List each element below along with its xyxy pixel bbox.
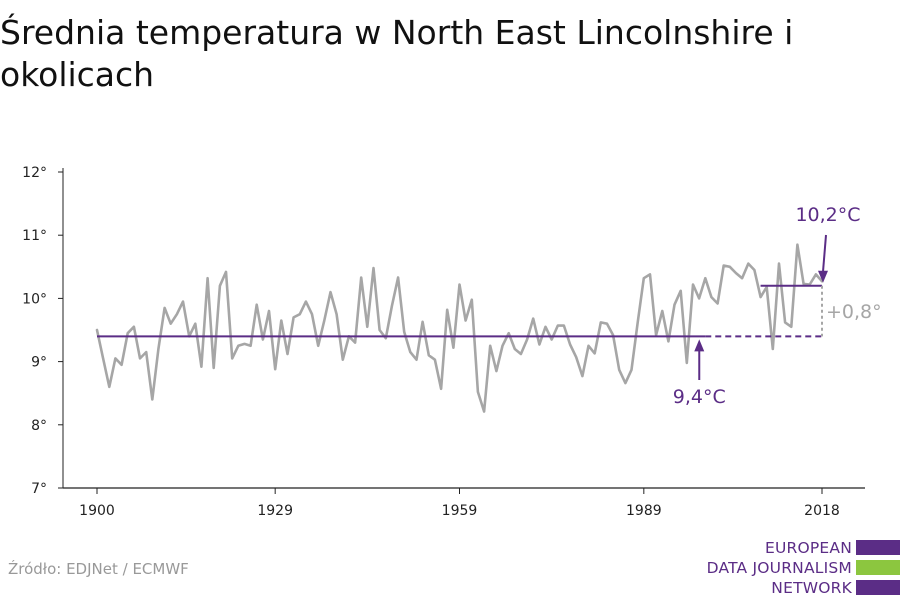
recent-arrow-shaft (822, 234, 827, 272)
logo-bar-top (856, 540, 900, 555)
logo-line-1: EUROPEAN (764, 539, 852, 557)
y-tick-label: 11° (22, 228, 47, 244)
series-layer (95, 243, 824, 413)
y-tick-label: 7° (31, 481, 47, 497)
annotations-layer: +0,8° 9,4°C 10,2°C (97, 204, 882, 408)
x-tick-label: 1989 (626, 503, 662, 519)
annual-temperature-line (95, 243, 824, 413)
y-tick-label: 8° (31, 418, 47, 434)
x-tick-label: 2018 (804, 503, 840, 519)
y-tick-label: 10° (22, 291, 47, 307)
logo-line-3: NETWORK (771, 579, 852, 597)
recent-arrow-head (818, 270, 828, 283)
y-axis: 7° 8° 9° 10° 11° 12° (22, 165, 64, 497)
y-tick-label: 12° (22, 165, 47, 181)
x-tick-label: 1900 (79, 503, 115, 519)
logo-line-2: DATA JOURNALISM (706, 559, 852, 577)
chart-title: Średnia temperatura w North East Lincoln… (0, 13, 794, 94)
source-note: Źródło: EDJNet / ECMWF (8, 560, 189, 578)
reference-mean-label: 9,4°C (673, 386, 726, 408)
logo-text: EUROPEAN DATA JOURNALISM NETWORK (707, 538, 852, 598)
edjnet-logo: EUROPEAN DATA JOURNALISM NETWORK (700, 538, 900, 600)
x-tick-label: 1959 (442, 503, 478, 519)
logo-bar-bottom (856, 580, 900, 595)
y-tick-label: 9° (31, 355, 47, 371)
x-axis: 1900 1929 1959 1989 2018 (63, 487, 865, 519)
logo-bar-middle (856, 560, 900, 575)
recent-mean-label: 10,2°C (795, 204, 860, 226)
difference-label: +0,8° (826, 301, 882, 323)
reference-arrow-head (694, 339, 705, 352)
x-tick-label: 1929 (257, 503, 293, 519)
